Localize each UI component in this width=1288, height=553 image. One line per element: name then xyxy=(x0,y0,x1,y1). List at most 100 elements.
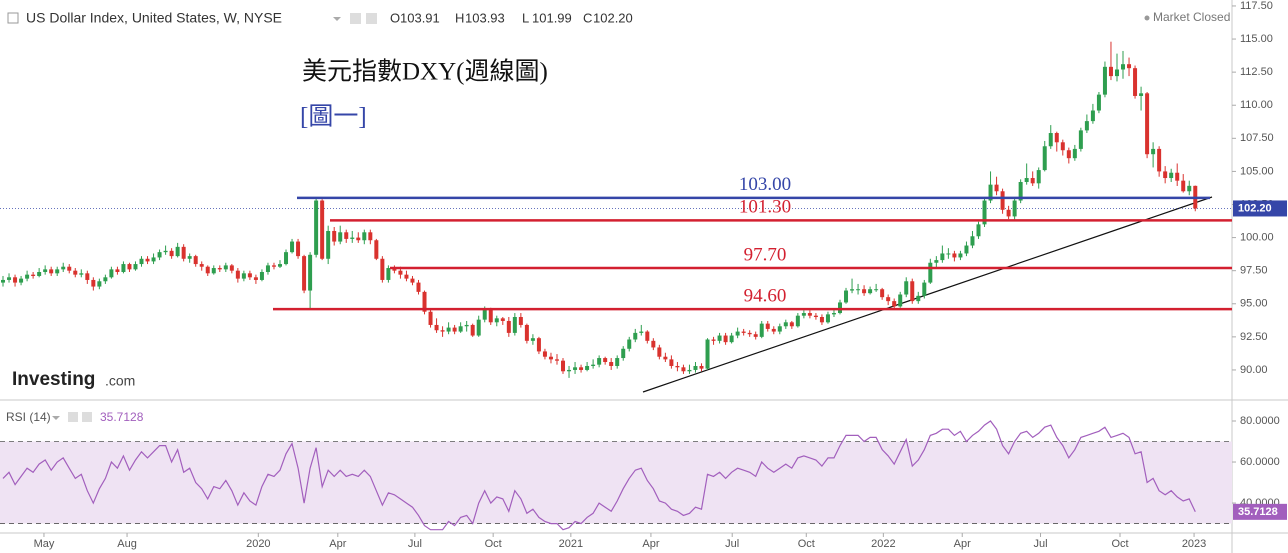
candle-body xyxy=(807,313,812,316)
candle-body xyxy=(350,237,355,239)
candle-body xyxy=(223,265,228,270)
candle-body xyxy=(777,326,782,332)
candle-body xyxy=(1145,93,1150,155)
candle-body xyxy=(506,320,511,333)
candle-body xyxy=(597,358,602,365)
x-tick-label: Jul xyxy=(408,538,422,550)
candle-body xyxy=(392,268,397,271)
candle-body xyxy=(759,323,764,337)
candle-body xyxy=(1042,146,1047,171)
candle-body xyxy=(898,294,903,307)
candle-body xyxy=(1078,130,1083,149)
x-tick-label: Oct xyxy=(798,538,815,550)
candle-body xyxy=(1175,172,1180,181)
candle-body xyxy=(43,269,48,273)
candle-body xyxy=(19,278,24,283)
candle-body xyxy=(844,290,849,303)
candle-body xyxy=(850,289,855,291)
candle-body xyxy=(205,266,210,274)
candle-body xyxy=(175,246,180,257)
dropdown-icon[interactable] xyxy=(333,17,341,21)
candle-body xyxy=(115,269,120,273)
y-tick-label: 112.50 xyxy=(1240,66,1273,78)
candle-body xyxy=(964,245,969,254)
candle-body xyxy=(831,313,836,315)
candle-body xyxy=(320,200,325,259)
candle-body xyxy=(97,281,102,287)
candle-body xyxy=(1169,172,1174,179)
market-status: Market Closed xyxy=(1153,10,1230,24)
y-tick-label: 95.00 xyxy=(1240,298,1268,310)
legend-value: 102.20 xyxy=(593,10,633,25)
candle-body xyxy=(825,314,830,323)
candle-body xyxy=(1133,68,1138,96)
candle-body xyxy=(187,256,192,259)
candle-body xyxy=(1090,110,1095,122)
candle-body xyxy=(163,250,168,253)
candle-body xyxy=(410,278,415,283)
candle-body xyxy=(988,184,993,201)
candle-body xyxy=(416,282,421,292)
dropdown-icon[interactable] xyxy=(52,416,60,420)
candle-body xyxy=(874,289,879,291)
candle-body xyxy=(838,302,842,314)
x-tick-label: Aug xyxy=(117,538,137,550)
candle-body xyxy=(133,264,138,270)
settings-icon[interactable] xyxy=(350,13,361,24)
legend-value: 101.99 xyxy=(532,10,572,25)
candle-body xyxy=(151,257,156,262)
candle-body xyxy=(145,258,150,262)
candle-body xyxy=(103,277,108,282)
candle-body xyxy=(398,270,403,275)
candle-body xyxy=(91,279,96,287)
candle-body xyxy=(1163,171,1168,179)
candle-body xyxy=(591,364,596,366)
candle-body xyxy=(169,250,174,257)
candle-body xyxy=(296,241,301,257)
candle-body xyxy=(813,315,818,318)
x-tick-label: Oct xyxy=(485,538,502,550)
candle-body xyxy=(536,338,541,352)
candle-body xyxy=(615,358,620,366)
candle-body xyxy=(85,273,90,280)
candle-body xyxy=(49,269,54,274)
candle-body xyxy=(13,277,18,283)
candle-body xyxy=(585,365,590,370)
rsi-value: 35.7128 xyxy=(100,410,144,424)
candle-body xyxy=(741,331,746,333)
candle-body xyxy=(657,347,662,357)
candle-body xyxy=(862,289,867,294)
candle-body xyxy=(663,356,668,360)
candle-body xyxy=(55,269,60,274)
candle-body xyxy=(1066,150,1071,159)
candle-body xyxy=(952,253,957,258)
candle-body xyxy=(1018,181,1023,201)
price-tag xyxy=(1233,200,1287,217)
candle-body xyxy=(512,317,517,333)
candle-body xyxy=(735,331,740,336)
candle-body xyxy=(500,318,505,321)
candle-body xyxy=(253,277,258,280)
candle-body xyxy=(241,273,246,279)
candle-body xyxy=(61,266,66,270)
candle-body xyxy=(1,279,6,283)
candle-body xyxy=(476,319,481,336)
candle-body xyxy=(982,200,987,225)
x-tick-label: May xyxy=(34,538,55,550)
rsi-title: RSI (14) xyxy=(6,410,51,424)
settings-icon[interactable] xyxy=(68,412,78,422)
candle-body xyxy=(976,224,981,237)
y-tick-label: 105.00 xyxy=(1240,165,1274,177)
candle-body xyxy=(518,317,523,325)
candle-body xyxy=(1030,178,1035,184)
visibility-icon[interactable] xyxy=(366,13,377,24)
candle-body xyxy=(801,313,806,316)
candle-body xyxy=(946,253,951,255)
visibility-icon[interactable] xyxy=(82,412,92,422)
candle-body xyxy=(651,340,656,348)
candle-body xyxy=(31,274,36,276)
candle-body xyxy=(1181,180,1186,192)
candle-body xyxy=(121,264,126,273)
candle-body xyxy=(675,365,680,368)
